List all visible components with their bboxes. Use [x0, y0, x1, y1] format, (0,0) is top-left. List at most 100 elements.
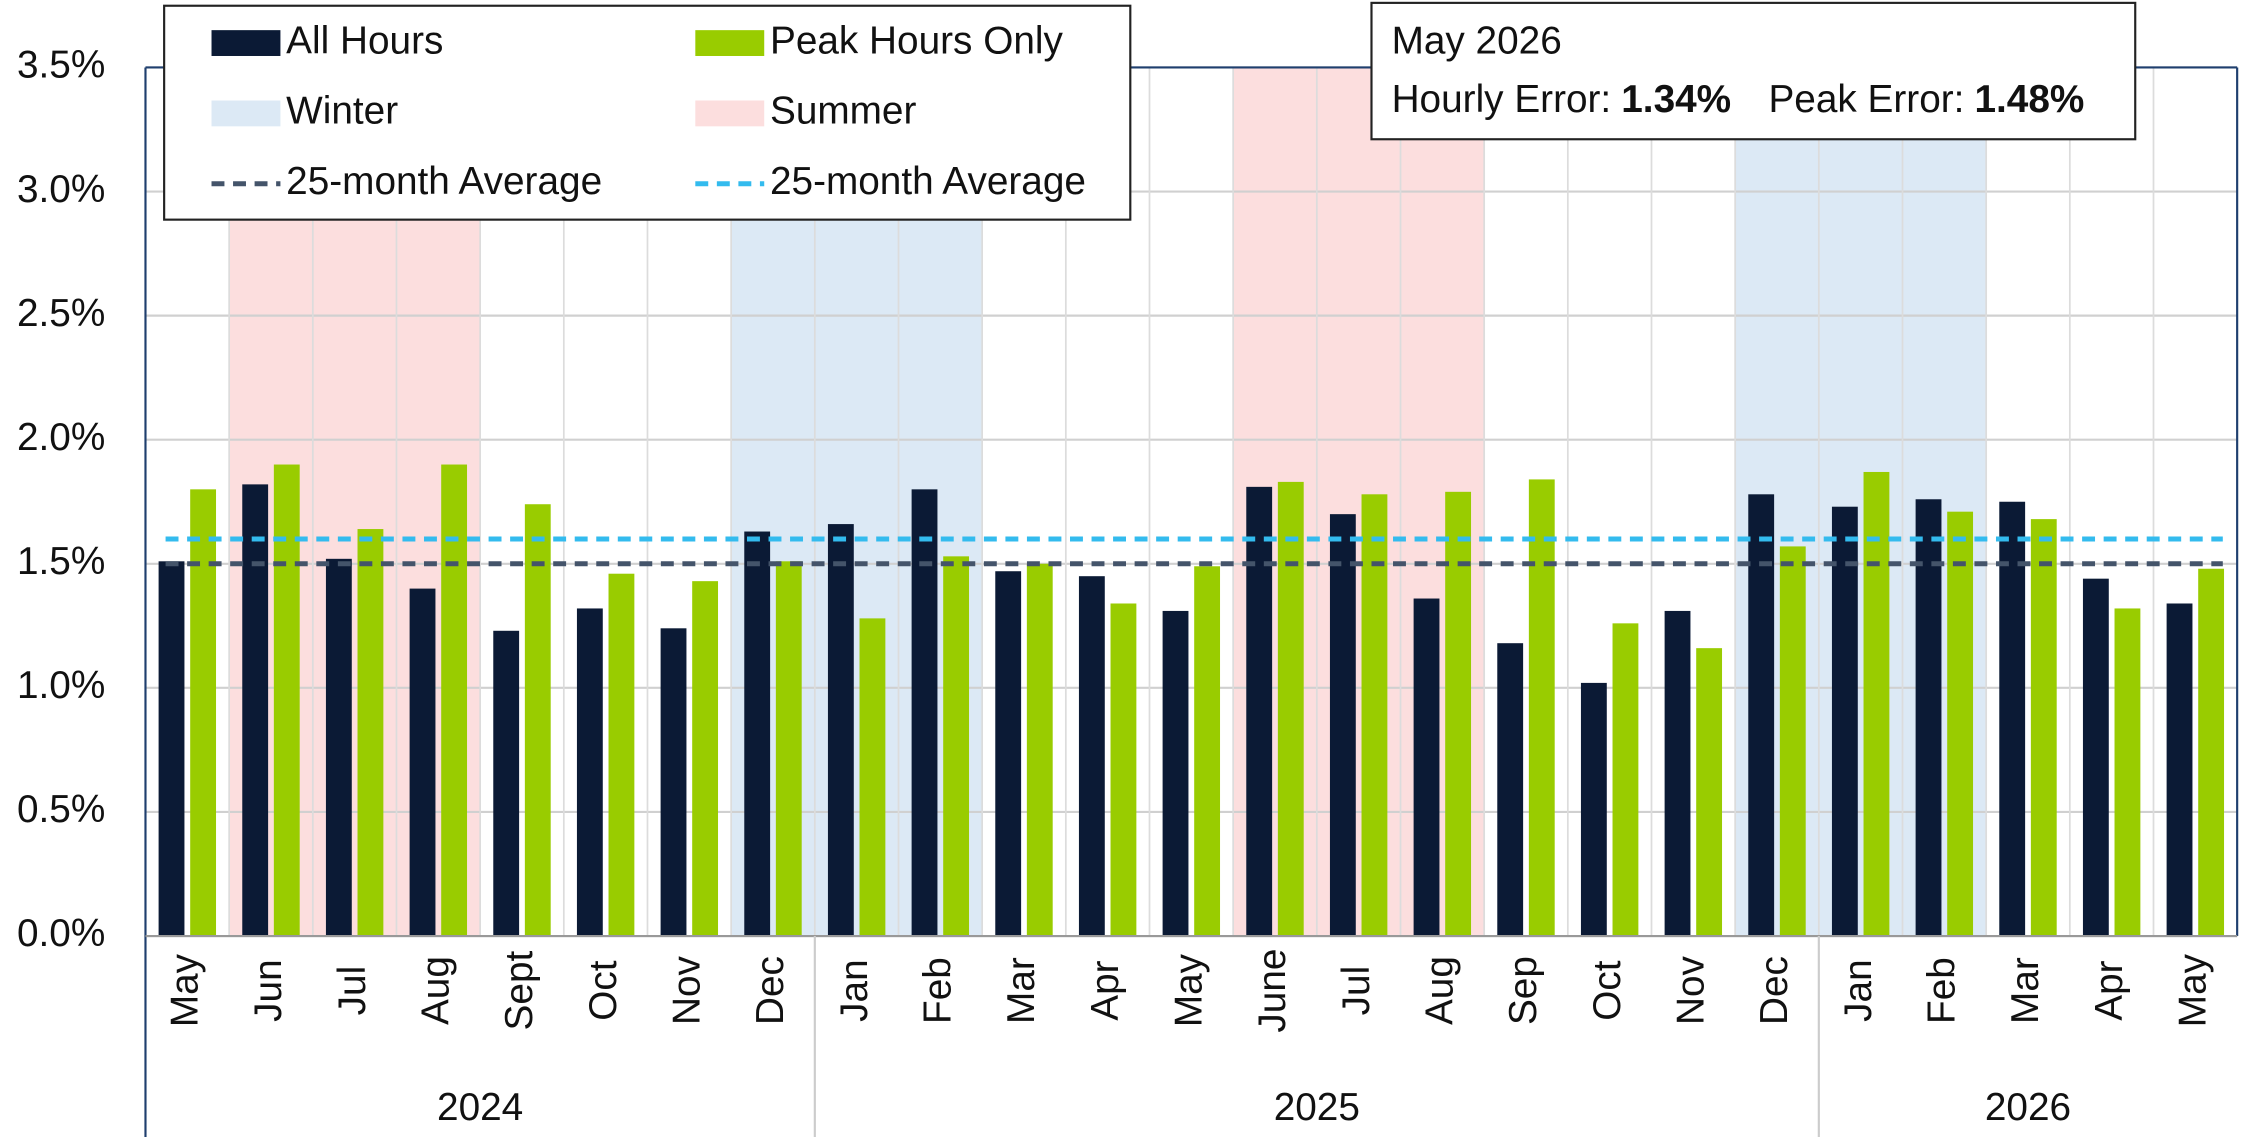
- legend-label: Peak Hours Only: [770, 19, 1064, 62]
- season-band: [1233, 67, 1485, 937]
- legend-label: 25-month Average: [770, 160, 1086, 203]
- bar: [1664, 610, 1691, 937]
- y-tick-label: 3.0%: [17, 168, 105, 211]
- bar: [1361, 494, 1388, 937]
- bar: [242, 484, 269, 937]
- y-tick-label: 0.5%: [17, 788, 105, 831]
- x-tick-label: Oct: [582, 960, 625, 1021]
- bar: [2198, 568, 2225, 937]
- annotation-label: Hourly Error:: [1392, 78, 1612, 121]
- bar: [2030, 519, 2057, 937]
- x-tick-label: May: [164, 953, 207, 1027]
- bar: [775, 561, 802, 937]
- bar: [325, 558, 352, 937]
- bar: [744, 531, 771, 937]
- x-tick-label: Sep: [1502, 956, 1545, 1025]
- legend-label: 25-month Average: [286, 160, 602, 203]
- x-tick-label: Dec: [749, 956, 792, 1025]
- bar: [1580, 682, 1607, 937]
- bar: [692, 581, 719, 937]
- year-label: 2025: [1274, 1086, 1360, 1129]
- y-tick-label: 1.5%: [17, 540, 105, 583]
- x-tick-label: Jun: [247, 959, 290, 1021]
- x-tick-label: Mar: [1000, 957, 1043, 1024]
- x-tick-label: Mar: [2004, 957, 2047, 1024]
- bar: [911, 489, 938, 937]
- x-tick-label: Nov: [666, 955, 709, 1025]
- annotation-value: 1.34%: [1621, 78, 1731, 121]
- bar: [158, 561, 185, 937]
- bar: [1162, 610, 1189, 937]
- bar: [1110, 603, 1137, 937]
- y-tick-label: 0.0%: [17, 912, 105, 955]
- season-band: [1735, 67, 1987, 937]
- bar: [859, 618, 886, 937]
- y-tick-label: 2.5%: [17, 292, 105, 335]
- bar: [1528, 479, 1555, 937]
- bar: [409, 588, 436, 937]
- bar: [1026, 563, 1053, 937]
- year-label: 2026: [1985, 1086, 2071, 1129]
- x-tick-label: Feb: [1921, 957, 1964, 1024]
- y-tick-label: 3.5%: [17, 44, 105, 87]
- legend-label: Summer: [770, 90, 917, 133]
- x-tick-label: Sept: [498, 950, 541, 1030]
- x-tick-label: June: [1251, 949, 1294, 1033]
- bar: [1413, 598, 1440, 937]
- legend-box: [163, 4, 1132, 221]
- bar: [190, 489, 217, 937]
- y-tick-label: 1.0%: [17, 664, 105, 707]
- bar: [827, 524, 854, 937]
- bar: [576, 608, 603, 937]
- x-tick-label: Apr: [1084, 960, 1127, 1020]
- bar: [1078, 576, 1105, 937]
- x-tick-label: Oct: [1586, 960, 1629, 1021]
- y-tick-label: 2.0%: [17, 416, 105, 459]
- bar: [1947, 511, 1974, 937]
- bar: [1863, 471, 1890, 937]
- x-tick-label: Aug: [415, 956, 458, 1025]
- bar: [1445, 491, 1472, 937]
- x-tick-label: Jan: [1837, 959, 1880, 1021]
- bar: [1748, 494, 1775, 937]
- x-tick-label: Feb: [917, 957, 960, 1024]
- legend-swatch: [211, 100, 281, 127]
- bar: [1277, 481, 1304, 937]
- bar: [524, 504, 551, 937]
- bar: [1779, 546, 1806, 937]
- legend-swatch: [211, 30, 281, 56]
- year-label: 2024: [437, 1086, 523, 1129]
- legend-label: Winter: [286, 90, 398, 133]
- x-tick-label: Dec: [1753, 956, 1796, 1025]
- x-tick-label: May: [2172, 953, 2215, 1027]
- annotation-title: May 2026: [1392, 19, 1562, 62]
- x-tick-label: Jan: [833, 959, 876, 1021]
- bar: [2082, 578, 2109, 937]
- annotation-box: [1370, 1, 2137, 141]
- annotation-value: 1.48%: [1974, 78, 2084, 121]
- x-tick-label: Apr: [2088, 960, 2131, 1020]
- bar: [1999, 501, 2026, 937]
- bar: [493, 630, 520, 937]
- bar: [1246, 486, 1273, 937]
- annotation-label: Peak Error:: [1768, 78, 1964, 121]
- x-tick-label: Jul: [1335, 966, 1378, 1016]
- bar: [1612, 623, 1639, 937]
- bar: [1194, 566, 1221, 937]
- x-tick-label: Aug: [1419, 956, 1462, 1025]
- bar: [273, 464, 300, 937]
- x-tick-label: Jul: [331, 966, 374, 1016]
- bar: [1831, 506, 1858, 937]
- bar: [943, 556, 970, 937]
- bar: [608, 573, 635, 937]
- bar: [1329, 514, 1356, 937]
- bar: [441, 464, 468, 937]
- bar: [357, 529, 384, 937]
- x-tick-label: Nov: [1670, 955, 1713, 1025]
- bar: [995, 571, 1022, 937]
- annotation-values: Hourly Error: 1.34% Peak Error: 1.48%: [1392, 78, 2085, 121]
- bar: [660, 628, 687, 937]
- bar: [1915, 499, 1942, 937]
- bar: [1696, 648, 1723, 937]
